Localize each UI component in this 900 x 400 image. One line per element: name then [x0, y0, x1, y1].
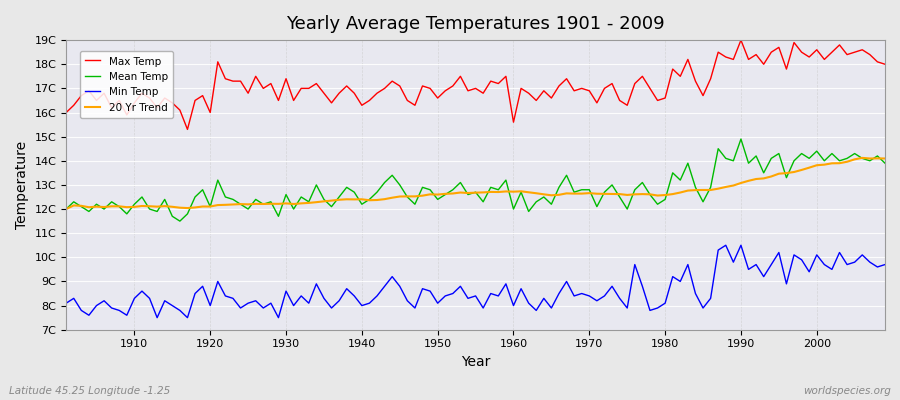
Mean Temp [508, 207, 519, 212]
Legend: Max Temp, Mean Temp, Min Temp, 20 Yr Trend: Max Temp, Mean Temp, Min Temp, 20 Yr Tre… [79, 51, 173, 118]
Min Temp [152, 315, 163, 320]
Text: Latitude 45.25 Longitude -1.25: Latitude 45.25 Longitude -1.25 [9, 386, 170, 396]
Title: Yearly Average Temperatures 1901 - 2009: Yearly Average Temperatures 1901 - 2009 [286, 15, 665, 33]
20 Yr Trend [122, 205, 132, 210]
Mean Temp [341, 185, 352, 190]
Max Temp [61, 110, 72, 115]
Min Temp [720, 243, 731, 248]
Max Temp [122, 112, 132, 117]
Mean Temp [879, 161, 890, 166]
X-axis label: Year: Year [461, 355, 491, 369]
Mean Temp [607, 182, 617, 187]
Min Temp [516, 286, 526, 291]
Min Temp [341, 286, 352, 291]
20 Yr Trend [288, 202, 299, 206]
Mean Temp [516, 190, 526, 194]
20 Yr Trend [334, 197, 345, 202]
Min Temp [879, 262, 890, 267]
Max Temp [296, 86, 307, 91]
Max Temp [607, 81, 617, 86]
20 Yr Trend [599, 192, 610, 196]
20 Yr Trend [500, 189, 511, 194]
Max Temp [182, 127, 193, 132]
Mean Temp [296, 194, 307, 199]
Line: 20 Yr Trend: 20 Yr Trend [67, 158, 885, 209]
Line: Mean Temp: Mean Temp [67, 139, 885, 221]
Min Temp [61, 301, 72, 306]
Min Temp [607, 284, 617, 289]
Mean Temp [61, 207, 72, 212]
20 Yr Trend [879, 156, 890, 161]
Min Temp [296, 294, 307, 298]
20 Yr Trend [508, 189, 519, 194]
Max Temp [879, 62, 890, 67]
Min Temp [122, 313, 132, 318]
Mean Temp [175, 219, 185, 224]
Max Temp [508, 120, 519, 124]
Mean Temp [122, 212, 132, 216]
Line: Max Temp: Max Temp [67, 40, 885, 130]
Mean Temp [735, 137, 746, 142]
Max Temp [341, 84, 352, 88]
Min Temp [508, 303, 519, 308]
20 Yr Trend [857, 156, 868, 160]
Max Temp [516, 86, 526, 91]
20 Yr Trend [61, 207, 72, 212]
Max Temp [735, 38, 746, 42]
Text: worldspecies.org: worldspecies.org [803, 386, 891, 396]
Line: Min Temp: Min Temp [67, 245, 885, 318]
Y-axis label: Temperature: Temperature [15, 141, 29, 229]
